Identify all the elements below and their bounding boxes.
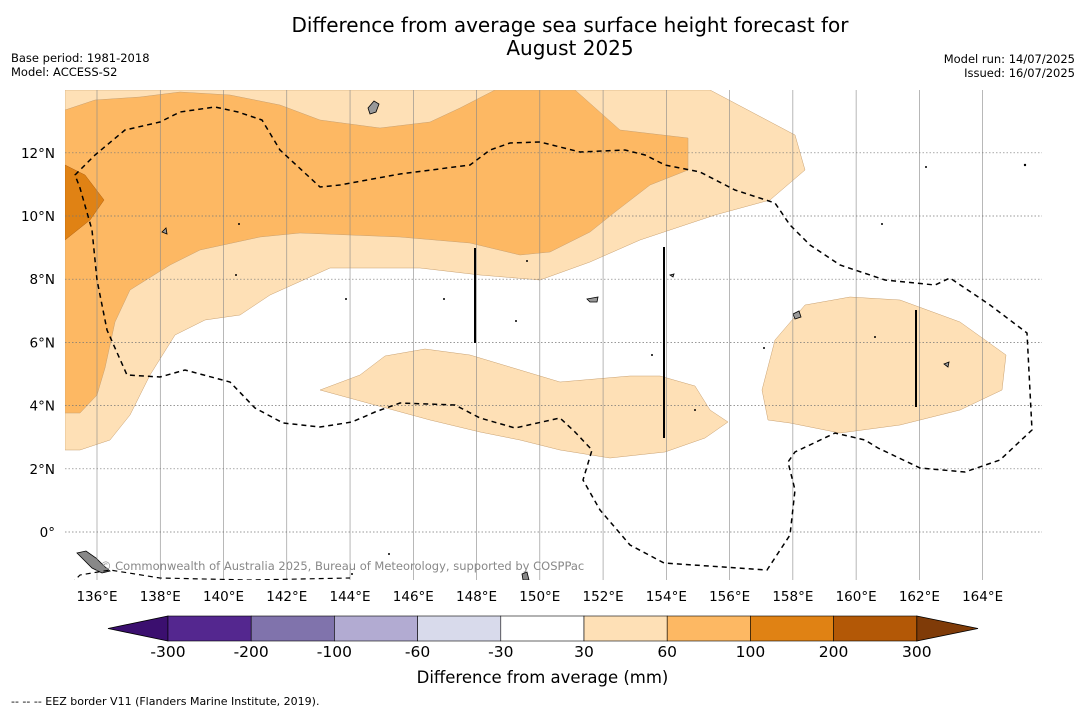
lon-tick-label: 162°E: [899, 589, 940, 605]
island: [521, 571, 530, 580]
lat-tick-label: 8°N: [30, 272, 55, 288]
island: [443, 298, 445, 300]
colorbar-tick-label: 100: [735, 643, 766, 661]
lon-tick-label: 148°E: [456, 589, 497, 605]
lon-tick-label: 150°E: [519, 589, 560, 605]
copyright-credit: © Commonwealth of Australia 2025, Bureau…: [100, 559, 584, 573]
lat-tick-label: 10°N: [21, 209, 55, 225]
colorbar-segment: [250, 615, 335, 642]
lon-tick-label: 146°E: [393, 589, 434, 605]
model-name: Model: ACCESS-S2: [11, 65, 118, 79]
lat-tick-label: 12°N: [21, 146, 55, 162]
colorbar-tick-label: -200: [233, 643, 269, 661]
eez-footnote: -- -- -- EEZ border V11 (Flanders Marine…: [11, 695, 320, 708]
island: [515, 320, 517, 322]
island: [925, 166, 927, 168]
colorbar-tick-label: -300: [150, 643, 186, 661]
island: [526, 260, 528, 262]
island: [792, 310, 802, 320]
eez-border: [74, 106, 1033, 571]
island: [161, 227, 168, 235]
island: [669, 273, 675, 278]
lon-tick-label: 164°E: [962, 589, 1003, 605]
colorbar: [107, 615, 979, 642]
island: [76, 550, 111, 574]
colorbar-segment: [833, 615, 918, 642]
colorbar-segment: [167, 615, 252, 642]
lon-tick-label: 154°E: [646, 589, 687, 605]
island: [351, 573, 353, 575]
chart-title: Difference from average sea surface heig…: [230, 14, 910, 60]
colorbar-tick-label: 300: [902, 643, 932, 661]
island: [1023, 163, 1027, 167]
lat-tick-label: 2°N: [30, 462, 55, 478]
island: [881, 223, 883, 225]
latitude-labels: 12°N 10°N 8°N 6°N 4°N 2°N 0°: [21, 146, 55, 541]
island: [651, 354, 653, 356]
island: [388, 553, 390, 555]
map-area: [65, 90, 1042, 580]
island: [943, 361, 950, 368]
lon-tick-label: 138°E: [140, 589, 181, 605]
colorbar-segment: [334, 615, 418, 642]
meta-right: Model run: 14/07/2025 Issued: 16/07/2025: [944, 52, 1075, 80]
lon-tick-label: 142°E: [266, 589, 307, 605]
island: [586, 296, 599, 303]
model-run: Model run: 14/07/2025: [943, 52, 1075, 66]
lat-tick-label: 6°N: [30, 335, 55, 351]
colorbar-segment: [666, 615, 751, 642]
lat-tick-label: 0°: [40, 525, 55, 541]
eez-border: [74, 569, 351, 580]
lat-tick-label: 4°N: [30, 399, 55, 415]
issued-date: Issued: 16/07/2025: [964, 66, 1075, 80]
anomaly-region-light-east: [761, 296, 1007, 434]
colorbar-segment: [583, 615, 668, 642]
lon-tick-label: 160°E: [836, 589, 877, 605]
colorbar-segment: [417, 615, 502, 642]
colorbar-segment: [750, 615, 834, 642]
island: [874, 336, 876, 338]
colorbar-tick-label: -60: [404, 643, 431, 661]
base-period: Base period: 1981-2018: [11, 51, 150, 65]
anomaly-region-medium: [65, 90, 689, 414]
meta-left: Base period: 1981-2018 Model: ACCESS-S2: [11, 51, 150, 79]
colorbar-tick-label: -100: [316, 643, 352, 661]
island: [694, 409, 696, 411]
lon-tick-label: 156°E: [709, 589, 750, 605]
colorbar-title: Difference from average (mm): [416, 668, 669, 687]
island: [763, 347, 765, 349]
colorbar-tick-label: 60: [657, 643, 678, 661]
island: [238, 223, 240, 225]
island: [235, 274, 237, 276]
lon-tick-label: 140°E: [203, 589, 244, 605]
anomaly-region-light-central: [319, 348, 729, 459]
colorbar-tick-label: 200: [818, 643, 849, 661]
island: [345, 298, 347, 300]
lon-tick-label: 136°E: [76, 589, 117, 605]
title-line-1: Difference from average sea surface heig…: [291, 13, 849, 37]
colorbar-tick-label: 30: [574, 643, 594, 661]
lon-tick-label: 144°E: [330, 589, 371, 605]
lon-tick-label: 152°E: [583, 589, 624, 605]
colorbar-extend-high: [916, 615, 979, 642]
graticule: [65, 90, 1042, 580]
colorbar-segment: [500, 615, 585, 642]
lon-tick-label: 158°E: [772, 589, 813, 605]
colorbar-extend-low: [107, 615, 169, 642]
title-line-2: August 2025: [506, 36, 634, 60]
colorbar-tick-label: -30: [488, 643, 514, 661]
island: [367, 100, 380, 115]
longitude-labels: 136°E 138°E 140°E 142°E 144°E 146°E 148°E 150°E…: [76, 589, 1003, 605]
